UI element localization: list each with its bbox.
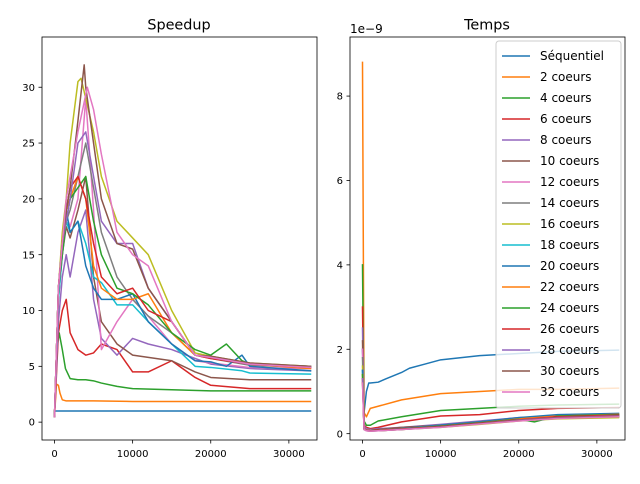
legend-label-2-coeurs: 2 coeurs [540, 70, 592, 84]
speedup-x-tick-label: 0 [51, 449, 57, 460]
speedup-series-group [53, 64, 312, 418]
speedup-y-tick-label: 0 [29, 418, 35, 429]
temps-y-tick-label: 6 [337, 176, 343, 187]
speedup-y-tick-label: 20 [22, 194, 35, 205]
speedup-y-tick-label: 5 [29, 362, 35, 373]
legend-label-14-coeurs: 14 coeurs [540, 196, 599, 210]
temps-y-offset-label: 1e−9 [350, 22, 383, 36]
legend-label-20-coeurs: 20 coeurs [540, 259, 599, 273]
speedup-axes-frame [41, 36, 318, 441]
temps-series-group [361, 61, 620, 432]
legend-label-10-coeurs: 10 coeurs [540, 154, 599, 168]
speedup-x-tick-label: 30000 [273, 449, 305, 460]
legend-label-24-coeurs: 24 coeurs [540, 301, 599, 315]
temps-y-tick-label: 8 [337, 92, 343, 103]
legend-label-4-coeurs: 4 coeurs [540, 91, 592, 105]
legend-label-26-coeurs: 26 coeurs [540, 322, 599, 336]
legend-label-22-coeurs: 22 coeurs [540, 280, 599, 294]
temps-y-tick-label: 0 [337, 429, 343, 440]
speedup-y-tick-label: 25 [22, 139, 35, 150]
legend-label-32-coeurs: 32 coeurs [540, 385, 599, 399]
temps-title: Temps [463, 18, 510, 34]
legend-label-6-coeurs: 6 coeurs [540, 112, 592, 126]
legend-label-12-coeurs: 12 coeurs [540, 175, 599, 189]
legend: Séquentiel 2 coeurs 4 coeurs 6 coeurs 8 coeu… [495, 40, 622, 409]
speedup-series-2-coeurs [53, 383, 312, 418]
temps-series-32-coeurs [361, 382, 620, 432]
speedup-y-tick-label: 15 [22, 250, 35, 261]
temps-axes-frame [349, 36, 626, 441]
speedup-series-4-coeurs [53, 332, 312, 418]
temps-series-6-coeurs [361, 306, 620, 430]
temps-x-tick-label: 10000 [425, 449, 457, 460]
legend-label-30-coeurs: 30 coeurs [540, 364, 599, 378]
legend-label-16-coeurs: 16 coeurs [540, 217, 599, 231]
speedup-y-tick-label: 10 [22, 306, 35, 317]
speedup-panel: Speedup 0 10000 20000 30000 0 5 10 15 20 25 30 [22, 18, 318, 460]
legend-label-28-coeurs: 28 coeurs [540, 343, 599, 357]
legend-label-8-coeurs: 8 coeurs [540, 133, 592, 147]
speedup-series-32-coeurs [53, 86, 312, 418]
legend-box [495, 40, 622, 409]
temps-panel: Temps 1e−9 0 10000 20000 30000 0 2 4 6 8 Séquenti… [337, 18, 626, 460]
temps-y-tick-label: 2 [337, 345, 343, 356]
speedup-x-tick-label: 10000 [117, 449, 149, 460]
speedup-y-tick-label: 30 [22, 83, 35, 94]
temps-y-tick-label: 4 [337, 260, 343, 271]
temps-x-tick-label: 30000 [581, 449, 613, 460]
temps-x-tick-label: 20000 [503, 449, 535, 460]
legend-label-18-coeurs: 18 coeurs [540, 238, 599, 252]
speedup-title: Speedup [147, 18, 210, 34]
legend-label-sequentiel: Séquentiel [540, 49, 604, 63]
speedup-x-tick-label: 20000 [195, 449, 227, 460]
temps-x-tick-label: 0 [359, 449, 365, 460]
